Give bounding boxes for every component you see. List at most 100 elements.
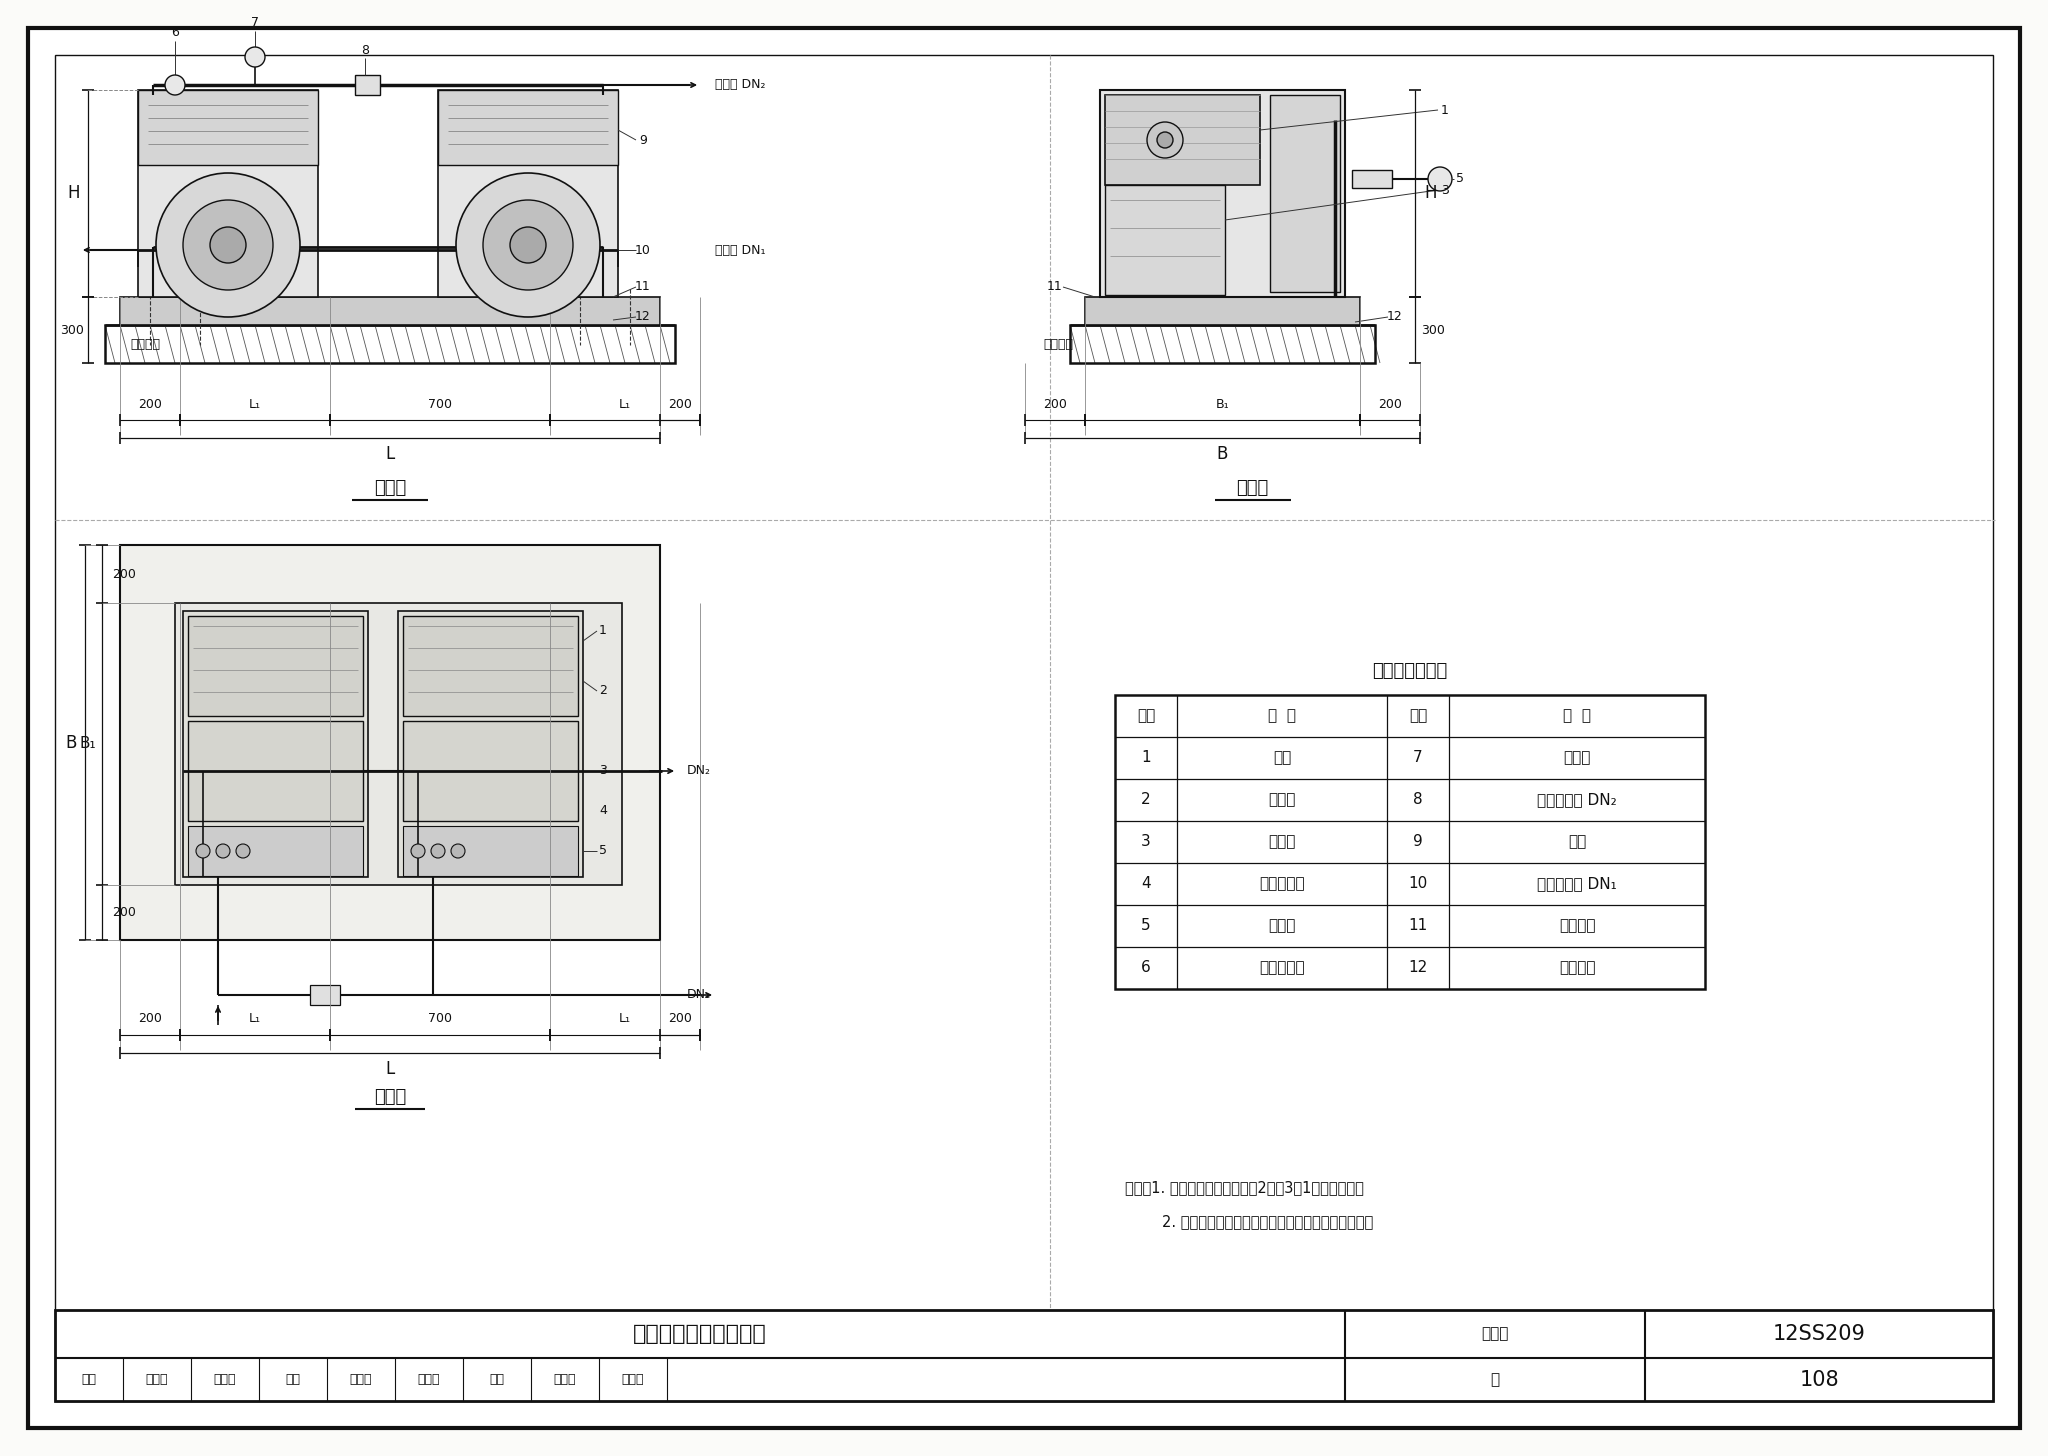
Text: 9: 9 <box>639 134 647 147</box>
Text: 李华平: 李华平 <box>418 1373 440 1386</box>
Bar <box>182 612 369 877</box>
Text: 膨胀螺栓: 膨胀螺栓 <box>1559 919 1595 933</box>
Text: 3: 3 <box>1442 183 1448 197</box>
Bar <box>397 612 584 877</box>
Bar <box>354 76 381 95</box>
Text: H: H <box>68 185 80 202</box>
Text: 200: 200 <box>113 568 135 581</box>
Circle shape <box>510 227 547 264</box>
Circle shape <box>246 47 264 67</box>
Text: 高压细水雾泵组安装图: 高压细水雾泵组安装图 <box>633 1324 766 1344</box>
Bar <box>137 90 317 297</box>
Text: 图集号: 图集号 <box>1481 1326 1509 1341</box>
Bar <box>438 90 618 165</box>
Text: 侧视图: 侧视图 <box>1237 479 1268 496</box>
Bar <box>1352 170 1393 188</box>
Circle shape <box>430 844 444 858</box>
Text: B: B <box>1217 446 1229 463</box>
Circle shape <box>1427 167 1452 191</box>
Circle shape <box>211 227 246 264</box>
Bar <box>403 826 578 877</box>
Text: 6: 6 <box>1141 961 1151 976</box>
Text: 5: 5 <box>1141 919 1151 933</box>
Text: 高压泵: 高压泵 <box>1268 834 1296 849</box>
Text: 页: 页 <box>1491 1372 1499 1388</box>
Text: 肖宝宏: 肖宝宏 <box>145 1373 168 1386</box>
Text: B: B <box>66 734 76 751</box>
Text: 11: 11 <box>635 281 651 294</box>
Text: DN₁: DN₁ <box>686 989 711 1002</box>
Text: DN₂: DN₂ <box>686 764 711 778</box>
Circle shape <box>457 173 600 317</box>
Text: B₁: B₁ <box>1217 397 1229 411</box>
Circle shape <box>197 844 211 858</box>
Text: 6: 6 <box>172 26 178 39</box>
Text: 200: 200 <box>137 397 162 411</box>
Text: 泵架: 泵架 <box>1569 834 1585 849</box>
Bar <box>1085 297 1360 325</box>
Text: 平面图: 平面图 <box>375 1088 406 1107</box>
Bar <box>1106 185 1225 296</box>
Text: 12: 12 <box>1386 310 1403 323</box>
Circle shape <box>1147 122 1184 159</box>
Text: 泵房地坪: 泵房地坪 <box>1042 338 1073 351</box>
Text: 4: 4 <box>1141 877 1151 891</box>
Text: 压力表: 压力表 <box>1563 750 1591 766</box>
Text: 5: 5 <box>598 844 606 858</box>
Text: 200: 200 <box>1042 397 1067 411</box>
Bar <box>55 1310 1993 1401</box>
Text: L₁: L₁ <box>618 397 631 411</box>
Text: 马建明: 马建明 <box>553 1373 575 1386</box>
Circle shape <box>483 199 573 290</box>
Text: 1: 1 <box>1141 750 1151 766</box>
Circle shape <box>182 199 272 290</box>
Text: B₁: B₁ <box>80 737 96 751</box>
Text: 10: 10 <box>1409 877 1427 891</box>
Circle shape <box>412 844 426 858</box>
Text: 溢流阀: 溢流阀 <box>1268 792 1296 808</box>
Text: L₁: L₁ <box>618 1012 631 1025</box>
Text: 设计: 设计 <box>489 1373 504 1386</box>
Text: 12: 12 <box>635 310 651 323</box>
Text: 名  称: 名 称 <box>1268 709 1296 724</box>
Text: 700: 700 <box>428 397 453 411</box>
Text: 校对: 校对 <box>285 1373 301 1386</box>
Text: 编号: 编号 <box>1409 709 1427 724</box>
Text: 泵组进水管 DN₁: 泵组进水管 DN₁ <box>1538 877 1616 891</box>
Bar <box>1270 95 1339 293</box>
Text: 压力变送器: 压力变送器 <box>1260 961 1305 976</box>
Circle shape <box>156 173 299 317</box>
Text: 3: 3 <box>600 764 606 778</box>
Circle shape <box>166 76 184 95</box>
Text: 200: 200 <box>668 1012 692 1025</box>
Text: 泵组基础: 泵组基础 <box>1559 961 1595 976</box>
Text: 名  称: 名 称 <box>1563 709 1591 724</box>
Text: L: L <box>385 446 395 463</box>
Text: 8: 8 <box>1413 792 1423 808</box>
Text: L₁: L₁ <box>250 1012 260 1025</box>
Text: 说明：1. 本图按上、下双层每层2台的3主1备泵组绘制。: 说明：1. 本图按上、下双层每层2台的3主1备泵组绘制。 <box>1124 1181 1364 1195</box>
Text: 200: 200 <box>137 1012 162 1025</box>
Text: 10: 10 <box>635 243 651 256</box>
Bar <box>174 603 623 885</box>
Circle shape <box>236 844 250 858</box>
Bar <box>121 297 659 325</box>
Text: 2: 2 <box>600 684 606 697</box>
Circle shape <box>1157 132 1174 149</box>
Text: 9: 9 <box>1413 834 1423 849</box>
Text: 300: 300 <box>1421 323 1446 336</box>
Text: 300: 300 <box>59 323 84 336</box>
Text: 3: 3 <box>1141 834 1151 849</box>
Text: 108: 108 <box>1800 1370 1839 1389</box>
Text: 泵房地坪: 泵房地坪 <box>129 338 160 351</box>
Bar <box>104 325 676 363</box>
Text: 审核: 审核 <box>82 1373 96 1386</box>
Text: 水泵吸水管: 水泵吸水管 <box>1260 877 1305 891</box>
Text: 2: 2 <box>1141 792 1151 808</box>
Text: 过滤器: 过滤器 <box>1268 919 1296 933</box>
Text: 700: 700 <box>428 1012 453 1025</box>
Bar <box>1106 95 1260 185</box>
Text: 7: 7 <box>1413 750 1423 766</box>
Text: 200: 200 <box>113 906 135 919</box>
Bar <box>438 90 618 297</box>
